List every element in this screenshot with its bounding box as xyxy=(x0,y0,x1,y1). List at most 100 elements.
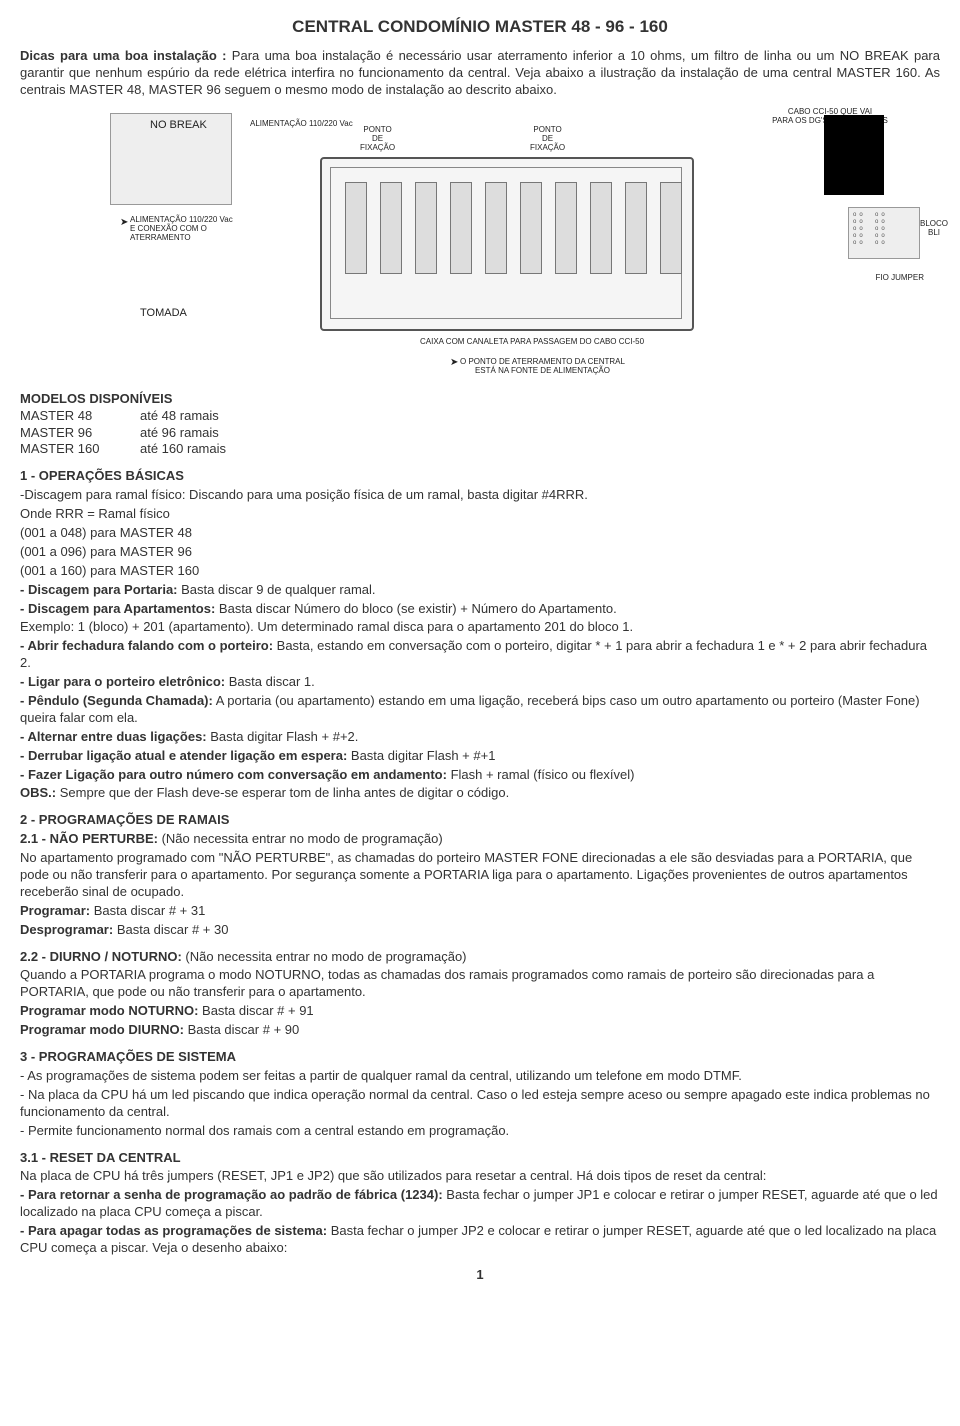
sec2-1-text: No apartamento programado com "NÃO PERTU… xyxy=(20,850,940,901)
sec1-heading: 1 - OPERAÇÕES BÁSICAS xyxy=(20,468,940,485)
fio-jumper-label: FIO JUMPER xyxy=(876,273,924,282)
sec3-line: - Na placa da CPU há um led piscando que… xyxy=(20,1087,940,1121)
label-rest: Basta digitar Flash + #+2. xyxy=(207,729,359,744)
label-bold: - Discagem para Portaria: xyxy=(20,582,178,597)
sec1-line: Onde RRR = Ramal físico xyxy=(20,506,940,523)
label-rest: Basta discar # + 91 xyxy=(198,1003,313,1018)
chip-2 xyxy=(380,182,402,274)
sec3-1-text: Na placa de CPU há três jumpers (RESET, … xyxy=(20,1168,940,1185)
sec1-line: (001 a 160) para MASTER 160 xyxy=(20,563,940,580)
sec2-heading: 2 - PROGRAMAÇÕES DE RAMAIS xyxy=(20,812,940,829)
label-bold: - Fazer Ligação para outro número com co… xyxy=(20,767,447,782)
modelos-row-0: MASTER 48até 48 ramais xyxy=(20,408,940,425)
intro-paragraph: Dicas para uma boa instalação : Para uma… xyxy=(20,48,940,99)
chip-6 xyxy=(520,182,542,274)
label-rest: Flash + ramal (físico ou flexível) xyxy=(447,767,634,782)
label-bold: OBS.: xyxy=(20,785,56,800)
alim-label-1: ALIMENTAÇÃO 110/220 Vac xyxy=(250,119,353,128)
document-title: CENTRAL CONDOMÍNIO MASTER 48 - 96 - 160 xyxy=(20,16,940,38)
no-break-label: NO BREAK xyxy=(150,119,207,132)
sec3-line: - As programações de sistema podem ser f… xyxy=(20,1068,940,1085)
model-range: até 48 ramais xyxy=(140,408,219,425)
sec1-line: - Pêndulo (Segunda Chamada): A portaria … xyxy=(20,693,940,727)
label-bold: 2.2 - DIURNO / NOTURNO: xyxy=(20,949,182,964)
modelos-block: MODELOS DISPONÍVEIS MASTER 48até 48 rama… xyxy=(20,391,940,459)
ponto-aterr-label: O PONTO DE ATERRAMENTO DA CENTRAL ESTÁ N… xyxy=(460,357,625,375)
label-bold: - Pêndulo (Segunda Chamada): xyxy=(20,693,213,708)
intro-bold: Dicas para uma boa instalação : xyxy=(20,48,226,63)
chip-10 xyxy=(660,182,682,274)
chip-3 xyxy=(415,182,437,274)
chip-9 xyxy=(625,182,647,274)
sec2-prog-noturno: Programar modo NOTURNO: Basta discar # +… xyxy=(20,1003,940,1020)
modelos-title: MODELOS DISPONÍVEIS xyxy=(20,391,940,408)
sec1-line: - Abrir fechadura falando com o porteiro… xyxy=(20,638,940,672)
label-bold: Desprogramar: xyxy=(20,922,113,937)
sec1-line: - Fazer Ligação para outro número com co… xyxy=(20,767,940,784)
ponto-fixacao-1: PONTO DE FIXAÇÃO xyxy=(360,125,395,153)
label-rest: Sempre que der Flash deve-se esperar tom… xyxy=(56,785,509,800)
label-rest: Basta discar 9 de qualquer ramal. xyxy=(178,582,376,597)
tomada-label: TOMADA xyxy=(140,307,187,320)
arrow-icon-2: ➤ xyxy=(450,357,458,369)
sec2-2-text: Quando a PORTARIA programa o modo NOTURN… xyxy=(20,967,940,1001)
sec1-line: -Discagem para ramal físico: Discando pa… xyxy=(20,487,940,504)
label-rest: Basta discar # + 90 xyxy=(184,1022,299,1037)
chip-1 xyxy=(345,182,367,274)
sec2-1-heading: 2.1 - NÃO PERTURBE: (Não necessita entra… xyxy=(20,831,940,848)
label-rest: Basta discar Número do bloco (se existir… xyxy=(215,601,616,616)
modelos-row-2: MASTER 160até 160 ramais xyxy=(20,441,940,458)
bli-box: oo oooo oooo oooo oooo oo xyxy=(848,207,920,259)
modelos-row-1: MASTER 96até 96 ramais xyxy=(20,425,940,442)
sec1-line: - Ligar para o porteiro eletrônico: Bast… xyxy=(20,674,940,691)
sec3-heading: 3 - PROGRAMAÇÕES DE SISTEMA xyxy=(20,1049,940,1066)
label-bold: Programar: xyxy=(20,903,90,918)
sec1-line-indent: - Alternar entre duas ligações: Basta di… xyxy=(20,729,940,746)
model-name: MASTER 96 xyxy=(20,425,140,442)
label-bold: - Abrir fechadura falando com o porteiro… xyxy=(20,638,273,653)
sec1-line: - Discagem para Portaria: Basta discar 9… xyxy=(20,582,940,599)
sec3-1-heading: 3.1 - RESET DA CENTRAL xyxy=(20,1150,940,1167)
arrow-icon-1: ➤ xyxy=(120,217,128,229)
sec3-reset1: - Para retornar a senha de programação a… xyxy=(20,1187,940,1221)
label-rest: (Não necessita entrar no modo de program… xyxy=(158,831,443,846)
sec1-line: - Discagem para Apartamentos: Basta disc… xyxy=(20,601,940,618)
label-bold: - Para retornar a senha de programação a… xyxy=(20,1187,443,1202)
label-rest: Basta digitar Flash + #+1 xyxy=(347,748,495,763)
ponto-fixacao-2: PONTO DE FIXAÇÃO xyxy=(530,125,565,153)
sec2-programar: Programar: Basta discar # + 31 xyxy=(20,903,940,920)
install-diagram: NO BREAK ALIMENTAÇÃO 110/220 Vac PONTO D… xyxy=(20,107,940,387)
sec1-line: (001 a 048) para MASTER 48 xyxy=(20,525,940,542)
page-number: 1 xyxy=(20,1267,940,1284)
sec1-line: Exemplo: 1 (bloco) + 201 (apartamento). … xyxy=(20,619,940,636)
caixa-label: CAIXA COM CANALETA PARA PASSAGEM DO CABO… xyxy=(420,337,644,346)
sec1-line: (001 a 096) para MASTER 96 xyxy=(20,544,940,561)
model-name: MASTER 160 xyxy=(20,441,140,458)
bloco-bli-label: BLOCO BLI xyxy=(914,219,954,237)
label-rest: Basta discar # + 31 xyxy=(90,903,205,918)
label-bold: - Derrubar ligação atual e atender ligaç… xyxy=(20,748,347,763)
sec3-reset2: - Para apagar todas as programações de s… xyxy=(20,1223,940,1257)
sec1-line: OBS.: Sempre que der Flash deve-se esper… xyxy=(20,785,940,802)
label-bold: - Para apagar todas as programações de s… xyxy=(20,1223,327,1238)
model-name: MASTER 48 xyxy=(20,408,140,425)
sec2-desprogramar: Desprogramar: Basta discar # + 30 xyxy=(20,922,940,939)
sec2-2-heading: 2.2 - DIURNO / NOTURNO: (Não necessita e… xyxy=(20,949,940,966)
sec2-prog-diurno: Programar modo DIURNO: Basta discar # + … xyxy=(20,1022,940,1039)
label-bold: - Discagem para Apartamentos: xyxy=(20,601,215,616)
label-bold: Programar modo DIURNO: xyxy=(20,1022,184,1037)
label-bold: Programar modo NOTURNO: xyxy=(20,1003,198,1018)
bli-dots: oo oooo oooo oooo oooo oo xyxy=(849,208,919,251)
chip-8 xyxy=(590,182,612,274)
alim-conex-label: ALIMENTAÇÃO 110/220 Vac E CONEXÃO COM O … xyxy=(130,215,233,243)
sec3-line: - Permite funcionamento normal dos ramai… xyxy=(20,1123,940,1140)
label-bold: - Alternar entre duas ligações: xyxy=(20,729,207,744)
label-bold: 2.1 - NÃO PERTURBE: xyxy=(20,831,158,846)
label-rest: Basta discar 1. xyxy=(225,674,315,689)
chip-7 xyxy=(555,182,577,274)
cci-box xyxy=(824,115,884,195)
label-rest: (Não necessita entrar no modo de program… xyxy=(182,949,467,964)
chip-5 xyxy=(485,182,507,274)
model-range: até 96 ramais xyxy=(140,425,219,442)
label-bold: - Ligar para o porteiro eletrônico: xyxy=(20,674,225,689)
